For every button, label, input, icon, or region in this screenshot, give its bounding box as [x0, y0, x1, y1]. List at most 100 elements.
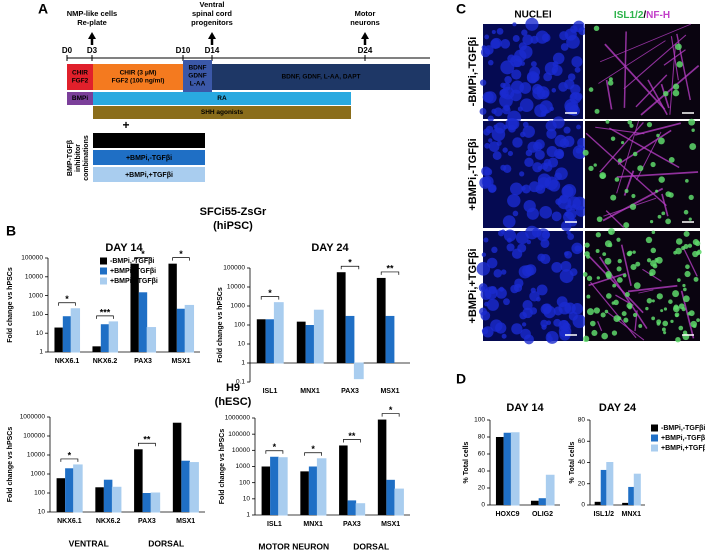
bar: [628, 486, 635, 505]
nucleus: [502, 82, 511, 91]
nucleus: [529, 181, 540, 193]
nucleus: [525, 225, 539, 240]
neurite: [634, 310, 638, 332]
isl-cell: [663, 331, 667, 335]
isl-cell: [672, 89, 680, 97]
isl-cell: [688, 217, 692, 221]
bar: [538, 498, 547, 505]
nucleus: [552, 52, 565, 65]
nucleus: [504, 75, 512, 84]
group-label: VENTRAL: [69, 538, 109, 548]
nucleus: [496, 28, 504, 35]
y-tick-label: 10: [38, 509, 46, 516]
isl-cell: [599, 173, 606, 179]
bar: [181, 460, 190, 512]
channel-header: NUCLEI: [514, 10, 551, 21]
nucleus: [554, 134, 567, 147]
significance-label: *: [273, 442, 277, 452]
bar: [256, 319, 266, 363]
y-tick-label: 10000: [232, 447, 250, 454]
isl-cell: [623, 317, 629, 323]
bar: [65, 468, 74, 512]
isl-cell: [632, 250, 636, 254]
milestone-label: Ventral: [199, 0, 224, 9]
significance-label: **: [143, 435, 151, 445]
bar: [56, 478, 66, 512]
isl-cell: [626, 302, 633, 309]
nucleus: [515, 231, 529, 245]
bar: [600, 469, 607, 505]
significance-bracket: [134, 257, 152, 261]
isl-cell: [616, 266, 622, 272]
isl-cell: [651, 299, 655, 303]
significance-bracket: [304, 452, 322, 456]
isl-cell: [630, 263, 637, 271]
neurite: [605, 210, 625, 229]
isl-cell: [638, 324, 643, 328]
nucleus: [506, 243, 515, 252]
isl-cell: [623, 222, 630, 229]
y-tick-label: 1000000: [20, 414, 46, 421]
isl-cell: [651, 316, 656, 321]
neurite: [598, 40, 666, 84]
legend-swatch: [651, 434, 658, 442]
bar: [376, 277, 386, 363]
neurite: [623, 34, 687, 90]
isl-cell: [621, 311, 627, 317]
nucleus: [536, 284, 548, 296]
isl-cell: [668, 156, 675, 163]
y-tick-label: 1: [241, 360, 245, 367]
bar: [73, 464, 83, 513]
channel-header: ISL1/2/NF-H: [614, 10, 670, 21]
neurite: [608, 127, 680, 169]
nucleus: [510, 284, 519, 294]
nucleus: [484, 91, 497, 104]
x-tick-label: MNX1: [303, 521, 323, 528]
nucleus: [567, 196, 581, 210]
isl-cell: [684, 270, 691, 278]
x-tick-label: MSX1: [171, 358, 190, 365]
significance-label: *: [389, 405, 393, 415]
isl-cell: [661, 211, 666, 216]
day-label: D10: [176, 46, 191, 55]
isl-cell: [582, 335, 590, 343]
significance-label: *: [179, 249, 183, 259]
milestone-label: neurons: [350, 18, 380, 27]
nucleus: [537, 184, 544, 191]
neurite: [616, 171, 699, 178]
isl-cell: [605, 119, 610, 124]
isl-cell: [586, 275, 593, 282]
bar: [189, 462, 199, 513]
nucleus: [567, 73, 576, 81]
protocol-label: SHH agonists: [201, 109, 244, 116]
nucleus: [480, 286, 486, 291]
isl-cell: [656, 319, 662, 325]
y-tick-label: 0: [581, 502, 585, 509]
bar: [394, 488, 404, 516]
nucleus: [561, 220, 572, 232]
isl-cell: [608, 77, 613, 82]
isl-cell: [683, 230, 690, 237]
nucleus: [571, 56, 583, 68]
y-tick-label: 10: [243, 496, 251, 503]
isl-cell: [661, 327, 666, 332]
isl-cell: [617, 258, 622, 264]
isl-cell: [690, 320, 697, 328]
nucleus: [509, 182, 523, 196]
day-label: D24: [358, 46, 373, 55]
isl-cell: [611, 330, 618, 336]
neurite: [636, 131, 662, 181]
protocol-box: [93, 92, 351, 105]
nucleus: [519, 171, 525, 177]
protocol-label: GDNF: [188, 73, 206, 80]
isl-cell: [616, 277, 623, 283]
nucleus: [521, 322, 527, 327]
nucleus: [522, 34, 533, 46]
bar: [345, 315, 355, 363]
x-tick-label: NKX6.1: [57, 518, 82, 525]
nucleus: [523, 199, 536, 213]
milestone-label: Re-plate: [77, 18, 107, 27]
panel-label: B: [6, 223, 16, 239]
significance-label: *: [268, 288, 272, 298]
